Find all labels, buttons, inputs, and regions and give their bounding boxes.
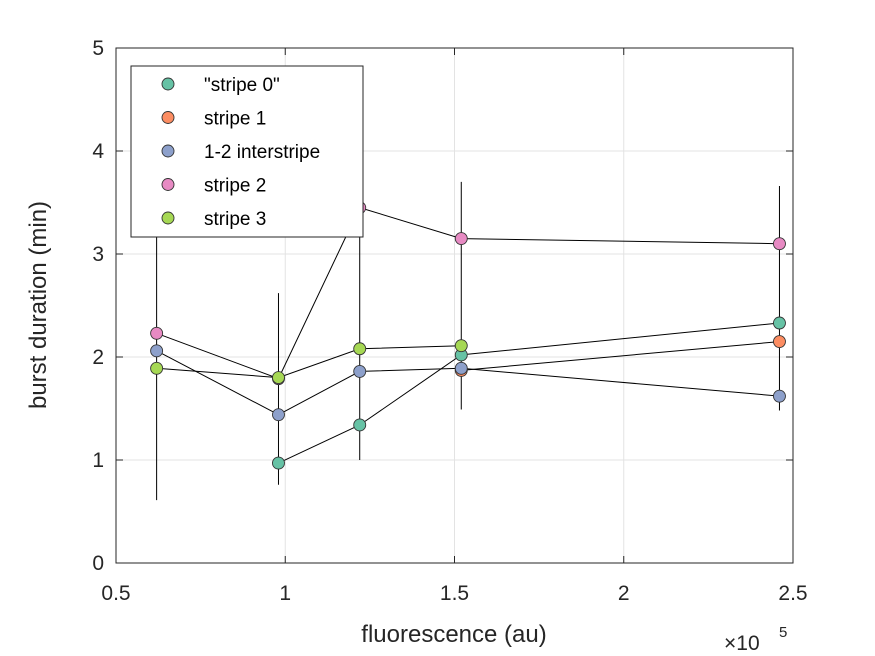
data-point-series-4 xyxy=(353,342,367,356)
x-exponent-base: ×10 xyxy=(724,632,760,655)
data-point-series-2 xyxy=(150,344,164,358)
x-tick-label: 2 xyxy=(618,582,630,605)
x-tick-label: 2.5 xyxy=(778,582,807,605)
x-tick-label: 0.5 xyxy=(101,582,130,605)
data-point-series-0 xyxy=(773,316,786,330)
data-point-series-2 xyxy=(773,389,786,403)
series-line-4 xyxy=(156,345,462,379)
y-tick-label: 0 xyxy=(92,552,104,575)
legend-label: 1-2 interstripe xyxy=(204,142,320,163)
legend-label: "stripe 0" xyxy=(204,75,280,96)
legend-label: stripe 2 xyxy=(204,176,266,197)
data-point-series-2 xyxy=(454,361,468,375)
series-line-0 xyxy=(278,322,780,464)
data-point-series-0 xyxy=(353,418,367,432)
legend-label: stripe 3 xyxy=(204,209,266,230)
x-tick-labels: 0.5 1 1.5 2 2.5 xyxy=(101,582,807,605)
y-tick-label: 2 xyxy=(92,346,104,369)
y-tick-labels: 0 1 2 3 4 5 xyxy=(92,37,104,575)
data-point-series-3 xyxy=(773,237,786,251)
legend-marker xyxy=(161,211,175,225)
data-point-series-1 xyxy=(773,335,786,348)
tick-marks xyxy=(115,47,794,564)
series-line-1 xyxy=(461,341,780,371)
data-point-series-2 xyxy=(272,408,285,422)
data-markers xyxy=(150,201,786,470)
data-point-series-0 xyxy=(272,456,285,470)
data-point-series-3 xyxy=(454,232,468,246)
y-tick-label: 4 xyxy=(92,140,104,163)
x-tick-label: 1.5 xyxy=(440,582,469,605)
data-point-series-4 xyxy=(272,371,285,385)
data-point-series-4 xyxy=(150,361,164,375)
legend-marker xyxy=(161,178,175,191)
y-axis-label: burst duration (min) xyxy=(25,201,52,409)
y-tick-label: 5 xyxy=(92,37,104,60)
y-tick-label: 3 xyxy=(92,243,104,266)
data-point-series-2 xyxy=(353,364,367,378)
legend: "stripe 0" stripe 1 1-2 interstripe stripe … xyxy=(130,65,364,238)
data-point-series-4 xyxy=(454,339,468,353)
legend-marker xyxy=(161,144,175,158)
legend-marker xyxy=(161,77,175,91)
x-exponent-label: ×10 5 xyxy=(724,624,787,655)
x-exponent-power: 5 xyxy=(779,624,787,641)
x-axis-label: fluorescence (au) xyxy=(361,621,546,648)
data-point-series-3 xyxy=(150,326,164,340)
x-tick-label: 1 xyxy=(279,582,291,605)
y-tick-label: 1 xyxy=(92,449,104,472)
legend-marker xyxy=(161,111,175,124)
legend-label: stripe 1 xyxy=(204,109,266,130)
